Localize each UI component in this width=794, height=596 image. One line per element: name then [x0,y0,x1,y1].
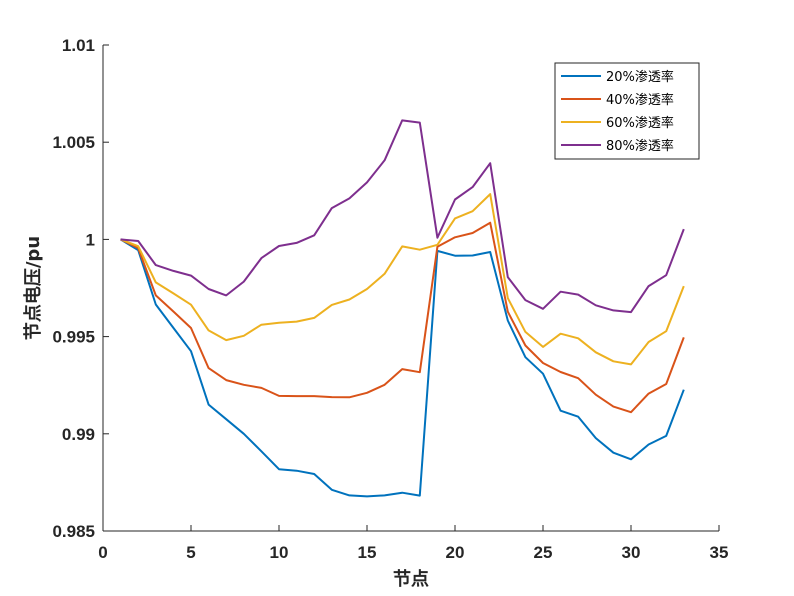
y-tick-label: 0.985 [52,522,95,541]
x-tick-label: 5 [186,543,195,562]
x-axis-ticks: 0 5 10 15 20 25 30 35 [98,525,728,562]
y-axis-label: 节点电压/pu [22,236,44,340]
x-tick-label: 0 [98,543,107,562]
legend: 20%渗透率 40%渗透率 60%渗透率 80%渗透率 [554,62,700,160]
y-tick-label: 1.01 [62,36,95,55]
y-axis-ticks: 0.985 0.99 0.995 1 1.005 1.01 [52,36,109,541]
series-line-2 [120,221,685,414]
legend-box [554,62,700,160]
legend-label-1: 20%渗透率 [606,69,674,85]
y-tick-label: 1 [86,230,95,249]
y-tick-label: 0.99 [62,425,95,444]
series-lines [120,119,685,498]
legend-label-3: 60%渗透率 [606,115,674,131]
x-tick-label: 15 [358,543,377,562]
x-tick-label: 10 [270,543,289,562]
y-tick-label: 0.995 [52,328,95,347]
x-tick-label: 25 [534,543,553,562]
series-line-4 [120,119,685,314]
legend-label-4: 80%渗透率 [606,138,674,154]
x-tick-label: 20 [446,543,465,562]
x-axis-label: 节点 [393,568,429,590]
y-tick-label: 1.005 [52,133,95,152]
x-tick-label: 35 [710,543,729,562]
legend-label-2: 40%渗透率 [606,92,674,108]
series-line-3 [120,193,685,366]
x-tick-label: 30 [622,543,641,562]
series-line-1 [120,238,685,498]
